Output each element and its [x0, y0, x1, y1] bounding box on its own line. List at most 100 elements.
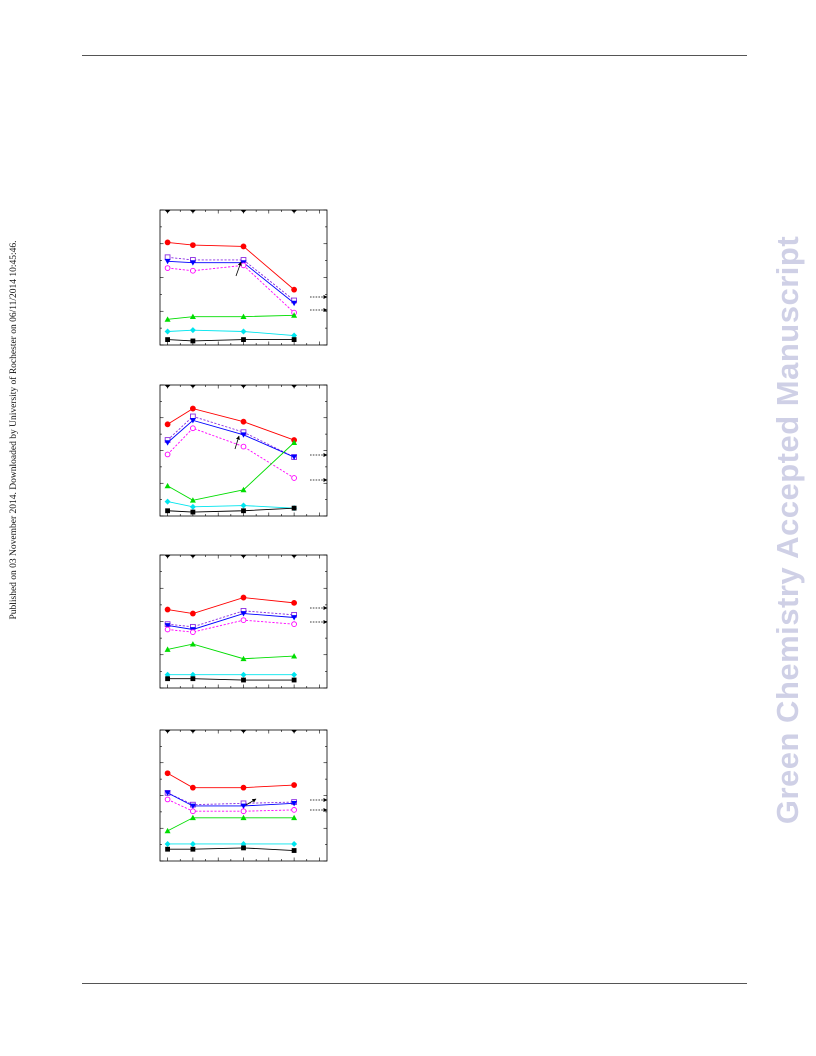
point-marker [164, 626, 171, 633]
point-marker [165, 676, 170, 682]
point-marker [291, 677, 297, 683]
point-marker [240, 808, 247, 815]
point-marker [240, 313, 247, 320]
point-marker [291, 475, 297, 481]
series-line [167, 799, 295, 812]
series-green [164, 439, 298, 503]
point-marker [291, 599, 298, 606]
annotation-arrow [245, 798, 257, 806]
top-x-marker [189, 210, 196, 213]
top-x-marker [189, 385, 196, 388]
top-x-marker [164, 555, 171, 558]
series-red [164, 239, 298, 293]
point-marker [189, 803, 196, 809]
series-line [167, 329, 295, 336]
point-marker [291, 454, 298, 461]
point-marker [240, 611, 247, 617]
point-marker [189, 417, 196, 424]
point-marker [190, 267, 196, 274]
point-marker [240, 486, 247, 493]
point-marker [240, 617, 247, 624]
point-marker [189, 814, 196, 821]
point-marker [240, 418, 247, 425]
point-marker [240, 443, 247, 450]
top-x-marker [240, 210, 247, 213]
annotation-arrow [235, 261, 242, 277]
series-blue [164, 611, 298, 633]
point-marker [240, 784, 247, 791]
header-rule [82, 55, 747, 56]
top-x-marker [240, 385, 247, 388]
point-marker [189, 497, 196, 503]
point-marker [241, 337, 246, 342]
point-marker [291, 300, 298, 307]
series-line [167, 419, 295, 458]
series-line [167, 619, 295, 633]
chart-panel-2 [159, 384, 328, 517]
point-marker [291, 621, 297, 628]
point-marker [240, 594, 247, 601]
point-marker [291, 807, 297, 813]
point-marker [164, 328, 171, 335]
point-marker [164, 265, 171, 271]
point-marker [164, 498, 171, 505]
series-green [164, 814, 298, 834]
plot-frame [159, 209, 328, 346]
point-marker [241, 508, 246, 514]
point-marker [164, 482, 171, 489]
series-line [167, 442, 295, 501]
point-marker [164, 421, 171, 428]
top-x-marker [291, 385, 298, 388]
series-line [167, 408, 295, 441]
series-line [167, 643, 295, 660]
point-marker [240, 803, 247, 809]
point-marker [164, 258, 171, 265]
series-line [167, 597, 295, 614]
point-marker [189, 405, 196, 412]
point-marker [190, 846, 196, 852]
series-line [167, 256, 295, 301]
point-marker [291, 840, 298, 847]
point-marker [190, 509, 196, 515]
series-black [165, 505, 297, 515]
series-line [167, 772, 295, 789]
point-marker [240, 671, 247, 678]
plot-frame [159, 384, 328, 517]
top-x-marker [189, 730, 196, 733]
point-marker [164, 440, 171, 446]
point-marker [240, 432, 247, 438]
point-marker [164, 239, 171, 246]
series-line [167, 678, 295, 681]
series-blue [164, 790, 298, 809]
top-x-marker [164, 210, 171, 213]
point-marker [189, 840, 196, 847]
series-line [167, 427, 295, 479]
point-marker [190, 808, 196, 815]
series-magenta [164, 796, 297, 815]
point-marker [189, 260, 196, 266]
point-marker [291, 653, 298, 659]
series-line [167, 501, 295, 509]
top-x-marker [291, 555, 298, 558]
point-marker [165, 846, 170, 852]
series-red [164, 405, 298, 443]
series-blue [164, 417, 298, 461]
point-marker [189, 242, 196, 248]
series-cyan [164, 840, 298, 847]
point-marker [291, 286, 298, 293]
chart-panel-4 [159, 729, 328, 862]
point-marker [291, 505, 297, 511]
series-red [164, 594, 298, 617]
chart-panel-1 [159, 209, 328, 346]
point-marker [189, 671, 196, 678]
point-marker [189, 503, 196, 510]
series-green [164, 641, 298, 662]
point-marker [240, 840, 247, 847]
top-x-marker [240, 555, 247, 558]
top-x-marker [164, 730, 171, 733]
point-marker [291, 439, 298, 446]
point-marker [291, 848, 297, 853]
point-marker [240, 814, 247, 821]
series-line [167, 613, 295, 630]
point-marker [189, 610, 196, 617]
